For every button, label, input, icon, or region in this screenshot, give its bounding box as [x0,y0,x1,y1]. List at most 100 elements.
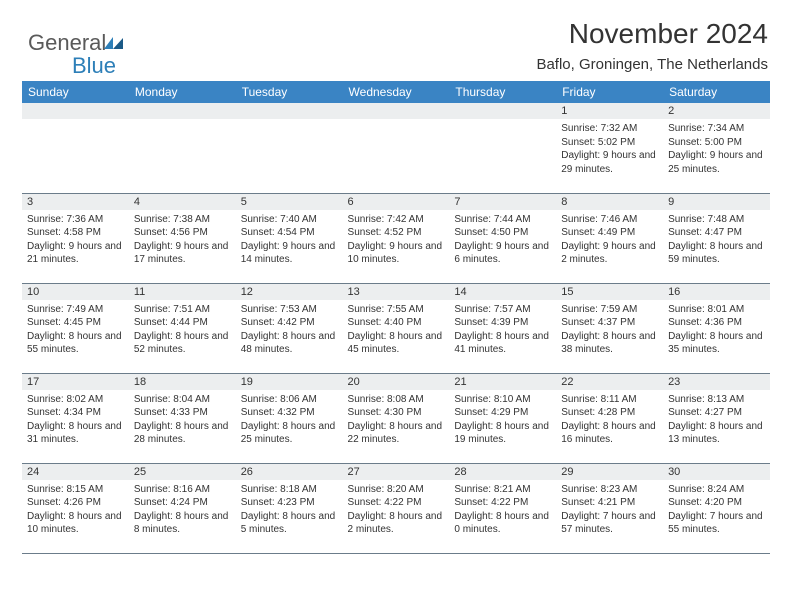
sunrise-text: Sunrise: 7:51 AM [134,303,231,317]
sunrise-text: Sunrise: 7:42 AM [348,213,445,227]
day-cell: 17Sunrise: 8:02 AMSunset: 4:34 PMDayligh… [22,373,129,463]
day-content: Sunrise: 8:23 AMSunset: 4:21 PMDaylight:… [556,480,663,539]
sunset-text: Sunset: 4:22 PM [454,496,551,510]
day-content: Sunrise: 8:15 AMSunset: 4:26 PMDaylight:… [22,480,129,539]
day-number [236,103,343,119]
day-content: Sunrise: 8:16 AMSunset: 4:24 PMDaylight:… [129,480,236,539]
day-number [129,103,236,119]
sunset-text: Sunset: 4:58 PM [27,226,124,240]
day-content: Sunrise: 7:51 AMSunset: 4:44 PMDaylight:… [129,300,236,359]
day-content: Sunrise: 8:06 AMSunset: 4:32 PMDaylight:… [236,390,343,449]
sunrise-text: Sunrise: 7:34 AM [668,122,765,136]
sunset-text: Sunset: 4:29 PM [454,406,551,420]
sunrise-text: Sunrise: 8:10 AM [454,393,551,407]
day-content: Sunrise: 7:55 AMSunset: 4:40 PMDaylight:… [343,300,450,359]
week-row: 17Sunrise: 8:02 AMSunset: 4:34 PMDayligh… [22,373,770,463]
day-number: 10 [22,284,129,300]
day-number: 7 [449,194,556,210]
sunset-text: Sunset: 4:52 PM [348,226,445,240]
day-number: 26 [236,464,343,480]
daylight-text: Daylight: 8 hours and 13 minutes. [668,420,765,447]
sunset-text: Sunset: 4:44 PM [134,316,231,330]
day-cell: 24Sunrise: 8:15 AMSunset: 4:26 PMDayligh… [22,463,129,553]
day-number: 27 [343,464,450,480]
daylight-text: Daylight: 8 hours and 10 minutes. [27,510,124,537]
day-cell: 28Sunrise: 8:21 AMSunset: 4:22 PMDayligh… [449,463,556,553]
day-cell: 26Sunrise: 8:18 AMSunset: 4:23 PMDayligh… [236,463,343,553]
sunrise-text: Sunrise: 8:15 AM [27,483,124,497]
col-monday: Monday [129,81,236,103]
sunset-text: Sunset: 4:26 PM [27,496,124,510]
day-cell: 22Sunrise: 8:11 AMSunset: 4:28 PMDayligh… [556,373,663,463]
day-number: 14 [449,284,556,300]
day-cell [449,103,556,193]
day-content: Sunrise: 7:40 AMSunset: 4:54 PMDaylight:… [236,210,343,269]
day-number: 9 [663,194,770,210]
col-thursday: Thursday [449,81,556,103]
day-cell [129,103,236,193]
sunset-text: Sunset: 4:27 PM [668,406,765,420]
daylight-text: Daylight: 8 hours and 28 minutes. [134,420,231,447]
day-number: 24 [22,464,129,480]
day-cell: 12Sunrise: 7:53 AMSunset: 4:42 PMDayligh… [236,283,343,373]
day-content: Sunrise: 7:36 AMSunset: 4:58 PMDaylight:… [22,210,129,269]
day-content: Sunrise: 7:38 AMSunset: 4:56 PMDaylight:… [129,210,236,269]
sunset-text: Sunset: 4:21 PM [561,496,658,510]
day-cell [343,103,450,193]
day-content: Sunrise: 7:57 AMSunset: 4:39 PMDaylight:… [449,300,556,359]
day-cell: 27Sunrise: 8:20 AMSunset: 4:22 PMDayligh… [343,463,450,553]
calendar-table: Sunday Monday Tuesday Wednesday Thursday… [22,81,770,554]
day-cell: 23Sunrise: 8:13 AMSunset: 4:27 PMDayligh… [663,373,770,463]
day-number: 6 [343,194,450,210]
daylight-text: Daylight: 8 hours and 2 minutes. [348,510,445,537]
sunrise-text: Sunrise: 7:36 AM [27,213,124,227]
day-number: 16 [663,284,770,300]
sunrise-text: Sunrise: 7:49 AM [27,303,124,317]
sunset-text: Sunset: 4:22 PM [348,496,445,510]
daylight-text: Daylight: 9 hours and 29 minutes. [561,149,658,176]
daylight-text: Daylight: 7 hours and 55 minutes. [668,510,765,537]
sunset-text: Sunset: 4:32 PM [241,406,338,420]
day-number: 3 [22,194,129,210]
day-content: Sunrise: 8:24 AMSunset: 4:20 PMDaylight:… [663,480,770,539]
day-cell: 13Sunrise: 7:55 AMSunset: 4:40 PMDayligh… [343,283,450,373]
sunrise-text: Sunrise: 8:06 AM [241,393,338,407]
brand-name-2: Blue [28,53,116,78]
sunset-text: Sunset: 4:33 PM [134,406,231,420]
daylight-text: Daylight: 8 hours and 8 minutes. [134,510,231,537]
day-cell [22,103,129,193]
day-cell: 20Sunrise: 8:08 AMSunset: 4:30 PMDayligh… [343,373,450,463]
day-cell [236,103,343,193]
daylight-text: Daylight: 8 hours and 0 minutes. [454,510,551,537]
brand-name-1: General [28,30,106,55]
daylight-text: Daylight: 9 hours and 14 minutes. [241,240,338,267]
daylight-text: Daylight: 8 hours and 59 minutes. [668,240,765,267]
sunrise-text: Sunrise: 7:55 AM [348,303,445,317]
day-content: Sunrise: 7:42 AMSunset: 4:52 PMDaylight:… [343,210,450,269]
day-content: Sunrise: 7:48 AMSunset: 4:47 PMDaylight:… [663,210,770,269]
sunset-text: Sunset: 4:30 PM [348,406,445,420]
day-cell: 4Sunrise: 7:38 AMSunset: 4:56 PMDaylight… [129,193,236,283]
day-number: 22 [556,374,663,390]
col-saturday: Saturday [663,81,770,103]
weekday-header-row: Sunday Monday Tuesday Wednesday Thursday… [22,81,770,103]
col-friday: Friday [556,81,663,103]
daylight-text: Daylight: 8 hours and 38 minutes. [561,330,658,357]
sunrise-text: Sunrise: 8:08 AM [348,393,445,407]
col-tuesday: Tuesday [236,81,343,103]
day-content: Sunrise: 7:53 AMSunset: 4:42 PMDaylight:… [236,300,343,359]
day-number: 15 [556,284,663,300]
day-number: 11 [129,284,236,300]
day-cell: 14Sunrise: 7:57 AMSunset: 4:39 PMDayligh… [449,283,556,373]
day-number: 25 [129,464,236,480]
day-content: Sunrise: 7:46 AMSunset: 4:49 PMDaylight:… [556,210,663,269]
sunrise-text: Sunrise: 7:48 AM [668,213,765,227]
day-number: 28 [449,464,556,480]
sunset-text: Sunset: 4:56 PM [134,226,231,240]
sunset-text: Sunset: 4:50 PM [454,226,551,240]
day-number [22,103,129,119]
flag-icon [104,33,124,55]
daylight-text: Daylight: 8 hours and 22 minutes. [348,420,445,447]
day-cell: 3Sunrise: 7:36 AMSunset: 4:58 PMDaylight… [22,193,129,283]
sunrise-text: Sunrise: 7:57 AM [454,303,551,317]
